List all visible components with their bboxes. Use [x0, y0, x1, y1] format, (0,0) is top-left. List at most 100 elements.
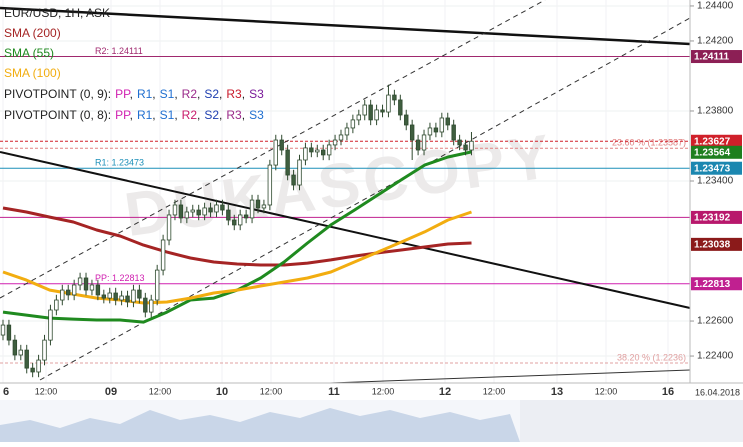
- candle-body: [261, 204, 267, 209]
- x-tick-label: 12:00: [483, 386, 506, 396]
- candle-body: [6, 324, 12, 341]
- legend-entry: SMA (200): [4, 26, 61, 40]
- candle-body: [166, 214, 172, 241]
- separator: ,: [242, 87, 245, 101]
- y-axis-panel: [690, 0, 743, 383]
- candle-body: [380, 109, 385, 113]
- candle-body: [332, 139, 338, 146]
- separator: ,: [174, 108, 177, 122]
- pivot-legend-item: R1: [137, 87, 153, 101]
- moving-average: [2, 206, 472, 267]
- candle-body: [409, 124, 415, 141]
- price-box-label: 1.23192: [694, 213, 731, 224]
- candle-body: [190, 209, 195, 213]
- pivot-legend-item: R2: [182, 108, 198, 122]
- candle-body: [83, 277, 89, 291]
- candle-body: [350, 119, 356, 129]
- candle-body: [0, 324, 6, 336]
- pivot-legend-item: S3: [249, 108, 264, 122]
- legend-entry: SMA (55): [4, 46, 54, 60]
- candle-body: [427, 127, 433, 136]
- separator: ,: [219, 87, 222, 101]
- candle-body: [291, 174, 296, 186]
- candle-body: [48, 309, 53, 341]
- candle-body: [297, 159, 302, 186]
- y-tick-label: 1.22600: [697, 316, 734, 327]
- trend-line: [0, 6, 691, 46]
- candle-body: [214, 204, 219, 213]
- separator: ,: [130, 108, 133, 122]
- channel-line: [39, 17, 691, 381]
- x-tick-label: 12:00: [149, 386, 172, 396]
- candle-body: [160, 239, 166, 271]
- candle-body: [89, 284, 95, 291]
- candle-body: [279, 139, 284, 151]
- x-tick-label: 16: [662, 386, 674, 398]
- candle-body: [143, 297, 148, 313]
- y-tick-label: 1.24400: [697, 1, 734, 12]
- pivot-legend-item: R1: [137, 108, 153, 122]
- price-box-label: 1.23473: [694, 163, 731, 174]
- pivot-legend-item: S3: [249, 87, 264, 101]
- candle-body: [30, 367, 35, 373]
- candle-body: [226, 209, 231, 221]
- separator: ,: [152, 87, 155, 101]
- candle-body: [237, 214, 243, 226]
- candle-body: [386, 94, 391, 113]
- x-tick-label: 11: [328, 386, 340, 398]
- price-box: [691, 50, 742, 64]
- candle-body: [451, 124, 456, 141]
- pivot-legend-item: S1: [160, 108, 175, 122]
- price-box-label: 1.23627: [694, 136, 731, 147]
- x-tick-label: 6: [3, 386, 9, 398]
- candle-body: [374, 109, 379, 121]
- pivot-legend-item: R3: [226, 108, 242, 122]
- x-tick-label: 13: [551, 386, 563, 398]
- moving-average: [2, 210, 472, 305]
- y-tick-label: 1.23800: [697, 106, 734, 117]
- candle-body: [119, 295, 124, 301]
- candle-body: [457, 139, 462, 146]
- candle-body: [54, 299, 59, 311]
- candle-body: [66, 289, 71, 296]
- price-box: [691, 210, 742, 224]
- candle-body: [101, 294, 107, 299]
- levels-layer: R2: 1.24111 R1: 1.23473 PP: 1.22813 23.60 %…: [0, 46, 690, 364]
- candle-body: [285, 149, 290, 176]
- candle-body: [463, 144, 468, 151]
- pivot-legend: PIVOTPOINT (0, 9): PP, R1, S1, R2, S2, R3, S3: [4, 87, 264, 101]
- candle-body: [137, 289, 142, 299]
- price-line-label: R2: 1.24111: [95, 46, 143, 56]
- separator: ,: [219, 108, 222, 122]
- x-tick-label: 12:00: [372, 386, 395, 396]
- candle-body: [232, 219, 237, 226]
- price-line-label: 23.60 % (1.23587): [612, 138, 686, 148]
- candle-body: [398, 99, 403, 116]
- chart-title: EUR/USD, 1H, ASK: [4, 6, 110, 20]
- price-box-label: 1.24111: [694, 52, 729, 63]
- candle-body: [309, 147, 314, 153]
- candle-body: [421, 134, 427, 151]
- separator: ,: [174, 87, 177, 101]
- candle-body: [202, 207, 207, 216]
- candle-body: [273, 139, 278, 166]
- price-box: [691, 237, 742, 251]
- y-axis: 1.24400 1.24200 1.23800 1.23400 1.22600 1.224…: [690, 1, 742, 362]
- candle-body: [338, 134, 344, 141]
- candle-body: [95, 284, 101, 296]
- candle-body: [362, 104, 367, 116]
- pivot-legend-item: S2: [204, 108, 219, 122]
- candle-body: [415, 139, 421, 151]
- y-tick-label: 1.22400: [697, 351, 734, 362]
- price-box-label: 1.22813: [694, 279, 731, 290]
- x-tick-label: 12: [439, 386, 451, 398]
- pivot-legend-label: PIVOTPOINT (0, 8):: [4, 108, 111, 122]
- separator: ,: [242, 108, 245, 122]
- legend-entry: SMA (100): [4, 66, 61, 80]
- price-line-label: PP: 1.22813: [95, 273, 145, 283]
- overlays-layer: [2, 150, 472, 324]
- candle-body: [149, 299, 154, 313]
- date-label: 16.04.2018: [695, 387, 740, 397]
- candle-body: [392, 94, 397, 101]
